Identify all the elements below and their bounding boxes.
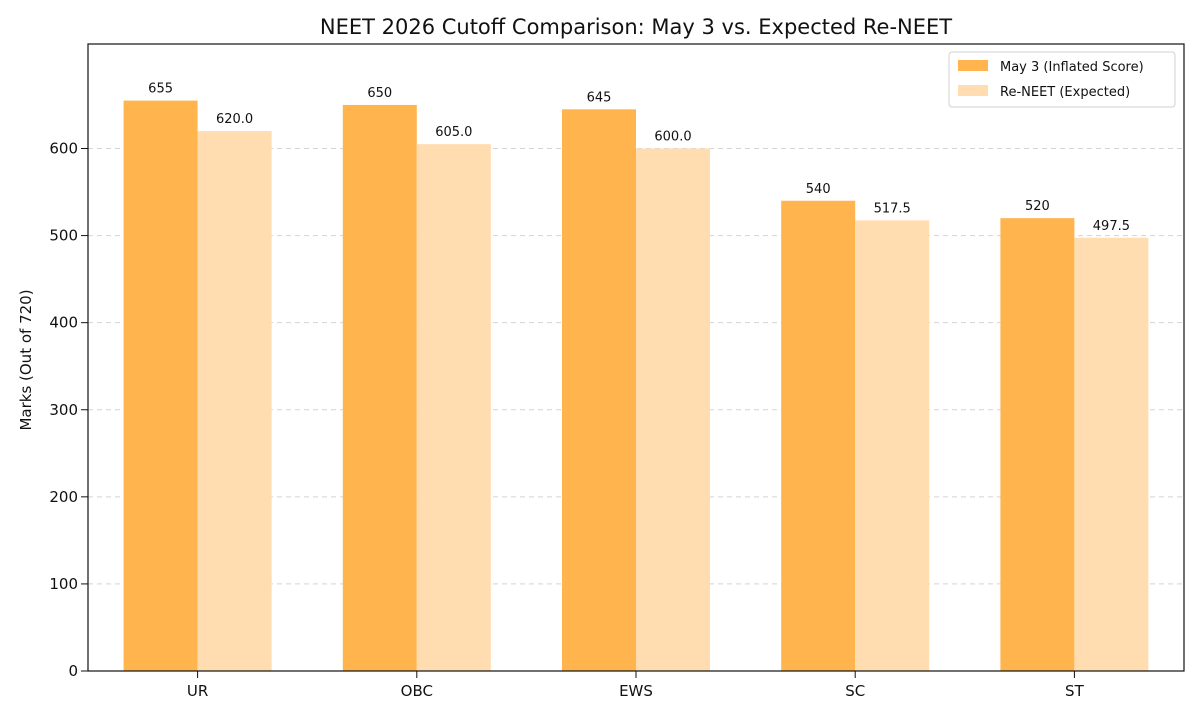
bar-sc-series-2 [855, 220, 930, 671]
value-label-sc-series-2: 517.5 [874, 201, 911, 216]
value-label-obc-series-2: 605.0 [435, 125, 472, 140]
value-label-ews-series-1: 645 [587, 90, 612, 105]
value-label-sc-series-1: 540 [806, 182, 831, 197]
x-tick-label-ews: EWS [619, 682, 653, 700]
bar-obc-series-1 [342, 104, 417, 672]
chart-title: NEET 2026 Cutoff Comparison: May 3 vs. E… [320, 15, 952, 39]
x-tick-label-sc: SC [845, 682, 865, 700]
x-tick-label-st: ST [1065, 682, 1085, 700]
bar-sc-series-1 [781, 200, 856, 671]
legend-swatch-series-1 [958, 60, 988, 71]
y-tick-label-600: 600 [49, 140, 78, 158]
legend-label-series-2: Re-NEET (Expected) [1000, 85, 1130, 100]
y-tick-label-400: 400 [49, 314, 78, 332]
x-tick-label-ur: UR [187, 682, 208, 700]
value-label-st-series-2: 497.5 [1093, 219, 1130, 234]
bars [123, 100, 1149, 672]
bar-ur-series-1 [123, 100, 198, 671]
bar-st-series-1 [1000, 218, 1075, 671]
bar-value-labels: 655 620.0 650 605.0 645 600.0 540 517.5 520 497.5 [148, 82, 1130, 234]
value-label-ur-series-2: 620.0 [216, 112, 253, 127]
bar-obc-series-2 [416, 144, 491, 672]
value-label-obc-series-1: 650 [367, 86, 392, 101]
bar-ews-series-2 [636, 148, 710, 671]
legend-swatch-series-2 [958, 85, 988, 96]
value-label-ur-series-1: 655 [148, 82, 173, 97]
x-tick-label-obc: OBC [401, 682, 433, 700]
legend-box [948, 51, 1176, 108]
y-tick-label-500: 500 [49, 227, 78, 245]
y-tick-label-300: 300 [49, 401, 78, 419]
legend: May 3 (Inflated Score) Re-NEET (Expected) [948, 51, 1176, 108]
axis-ticks: 0 100 200 300 400 500 600 UR OBC EWS SC ST [49, 140, 1084, 701]
legend-label-series-1: May 3 (Inflated Score) [1000, 60, 1144, 75]
bar-ews-series-1 [562, 109, 636, 671]
y-axis-label: Marks (Out of 720) [17, 289, 35, 430]
bar-ur-series-2 [197, 131, 272, 672]
value-label-st-series-1: 520 [1025, 199, 1050, 214]
y-tick-label-0: 0 [68, 662, 78, 680]
y-tick-label-100: 100 [49, 575, 78, 593]
bar-st-series-2 [1074, 237, 1149, 671]
value-label-ews-series-2: 600.0 [654, 130, 691, 145]
y-tick-label-200: 200 [49, 488, 78, 506]
